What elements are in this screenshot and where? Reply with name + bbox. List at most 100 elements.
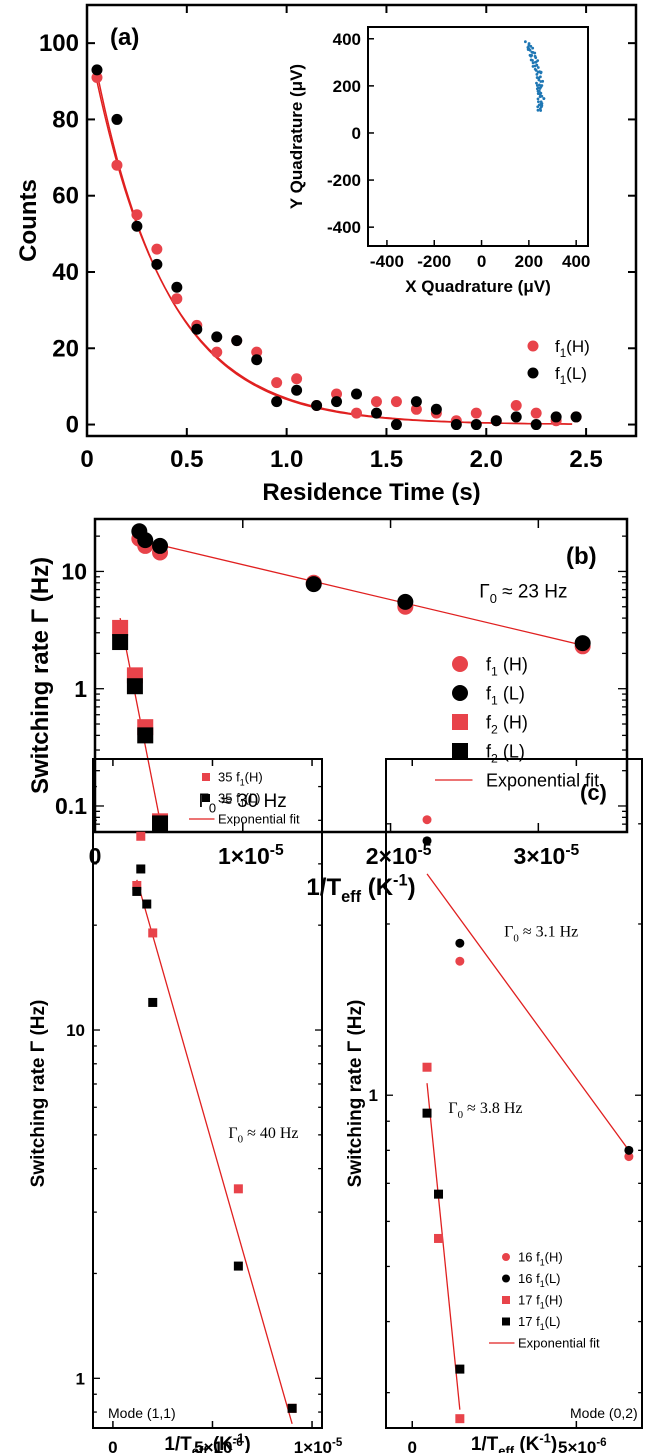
fit-annotation: Γ0 ≈ 3.1 Hz bbox=[504, 924, 578, 945]
data-point bbox=[233, 1184, 243, 1194]
panel-c_right: 0 5×10-6 1 Γ0 ≈ 3.1 Hz Γ0 ≈ 3.8 Hz 1/Teff (K-… bbox=[345, 758, 643, 1453]
data-point bbox=[291, 384, 303, 396]
inset-point bbox=[536, 66, 540, 69]
legend-marker bbox=[502, 1274, 510, 1283]
inset-x-tick-label: 200 bbox=[515, 252, 543, 271]
data-point bbox=[148, 997, 158, 1007]
inset-point bbox=[533, 67, 537, 71]
inset-point bbox=[533, 54, 537, 58]
inset-point bbox=[540, 84, 544, 87]
x-tick-label: 1.0 bbox=[270, 446, 303, 473]
x-tick-label: 1×10-5 bbox=[294, 1437, 343, 1453]
data-point bbox=[142, 899, 152, 909]
data-point bbox=[370, 407, 382, 419]
legend-marker bbox=[202, 794, 210, 802]
data-point bbox=[311, 399, 323, 411]
inset-y-tick-label: -200 bbox=[327, 171, 361, 190]
data-point bbox=[430, 403, 442, 415]
plot-frame bbox=[385, 758, 643, 1429]
data-point bbox=[530, 407, 542, 419]
panel-c_left: 0 5×10-6 1×10-5 1 10 Γ0 ≈ 40 Hz 1/Teff (K-1) Sw… bbox=[28, 758, 343, 1453]
data-point bbox=[126, 678, 143, 695]
legend-fit-label: Exponential fit bbox=[486, 770, 599, 790]
data-point bbox=[287, 1403, 297, 1413]
data-point bbox=[171, 281, 183, 293]
data-point bbox=[136, 864, 146, 874]
inset-y-tick-label: -400 bbox=[327, 218, 361, 237]
inset-x-tick-label: 0 bbox=[477, 252, 486, 271]
y-tick-label: 40 bbox=[52, 259, 79, 286]
data-point bbox=[331, 396, 343, 408]
inset-y-axis-label: Y Quadrature (μV) bbox=[287, 64, 306, 209]
data-point bbox=[422, 1062, 432, 1072]
inset-x-tick-label: -400 bbox=[370, 252, 404, 271]
data-point bbox=[231, 335, 243, 347]
data-point bbox=[211, 331, 223, 343]
y-tick-label: 60 bbox=[52, 183, 79, 210]
x-tick-label: 5×10-6 bbox=[558, 1437, 607, 1453]
data-point bbox=[305, 576, 322, 593]
data-point bbox=[624, 1152, 634, 1162]
y-axis-label: Switching rate Γ (Hz) bbox=[28, 1000, 49, 1188]
inset-point bbox=[528, 53, 532, 57]
legend-marker bbox=[502, 1296, 510, 1304]
inset-point bbox=[542, 97, 546, 100]
data-point bbox=[131, 209, 143, 221]
y-tick-label: 10 bbox=[61, 558, 87, 584]
inset-x-axis-label: X Quadrature (μV) bbox=[405, 277, 550, 296]
data-point bbox=[111, 159, 123, 171]
legend-label: 35 f1(H) bbox=[218, 770, 263, 788]
plot-frame bbox=[85, 3, 638, 438]
panel-label: (c) bbox=[580, 780, 607, 805]
inset-point bbox=[531, 64, 535, 68]
data-point bbox=[152, 815, 169, 832]
legend-label: f1 (L) bbox=[486, 683, 525, 707]
legend-label: f2 (H) bbox=[486, 712, 528, 736]
inset-plot: -400 -200 0 200 400 -400 -200 0 200 400 X Quadratu… bbox=[287, 26, 590, 296]
legend-label: f1(L) bbox=[555, 364, 587, 387]
legend-marker bbox=[527, 367, 539, 379]
legend-marker bbox=[452, 714, 468, 730]
y-tick-label: 80 bbox=[52, 106, 79, 133]
y-tick-label: 1 bbox=[74, 676, 87, 702]
x-axis-label: 1/Teff (K-1) bbox=[306, 871, 415, 906]
data-point bbox=[455, 1364, 465, 1374]
inset-point bbox=[536, 97, 540, 101]
fit-annotation: Γ0 ≈ 40 Hz bbox=[228, 1125, 298, 1146]
inset-point bbox=[541, 79, 545, 83]
legend-marker bbox=[527, 340, 539, 352]
legend-marker bbox=[452, 685, 468, 701]
panel-label: (a) bbox=[110, 24, 139, 51]
inset-point bbox=[529, 58, 533, 62]
legend-label: 16 f1(H) bbox=[518, 1250, 563, 1268]
data-point bbox=[455, 956, 465, 966]
legend-label: 16 f1(L) bbox=[518, 1271, 561, 1289]
x-tick-label: 0 bbox=[89, 843, 102, 869]
inset-point bbox=[536, 70, 540, 74]
data-point bbox=[251, 346, 263, 358]
data-point bbox=[91, 71, 103, 83]
data-point bbox=[434, 1189, 444, 1199]
data-point bbox=[530, 419, 542, 431]
legend-label: f1(H) bbox=[555, 337, 590, 360]
data-point bbox=[624, 1145, 634, 1155]
x-tick-label: 0 bbox=[80, 446, 93, 473]
data-point bbox=[233, 1261, 243, 1271]
data-point bbox=[455, 938, 465, 948]
inset-point bbox=[531, 46, 535, 50]
legend-marker bbox=[452, 656, 468, 672]
inset-x-tick-label: 400 bbox=[562, 252, 590, 271]
data-point bbox=[91, 64, 103, 76]
data-point bbox=[570, 411, 582, 423]
data-point bbox=[112, 634, 129, 651]
x-tick-label: 5×10-6 bbox=[194, 1437, 243, 1453]
inset-point bbox=[531, 61, 535, 65]
fit-curve bbox=[96, 81, 573, 425]
data-point bbox=[251, 354, 263, 366]
data-point bbox=[470, 419, 482, 431]
inset-y-tick-label: 0 bbox=[352, 124, 361, 143]
inset-point bbox=[539, 91, 543, 95]
inset-y-tick-label: 200 bbox=[333, 77, 361, 96]
x-tick-label: 2.0 bbox=[470, 446, 503, 473]
